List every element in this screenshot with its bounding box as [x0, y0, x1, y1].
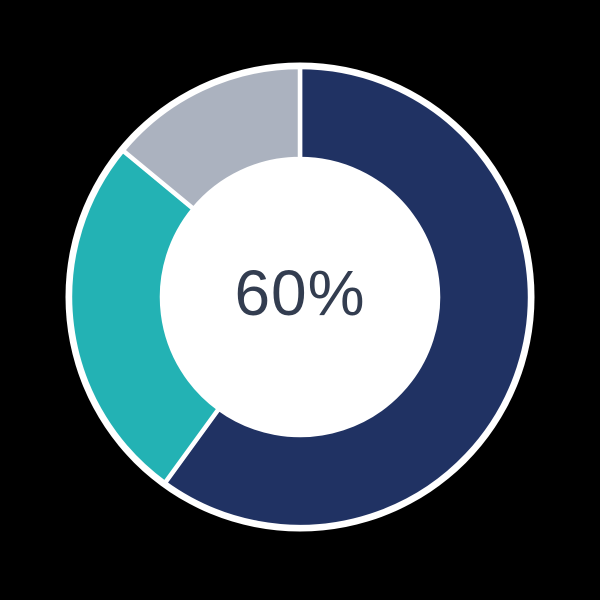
- donut-segment-gray: [119, 64, 303, 213]
- donut-center-label: 60%: [234, 257, 366, 330]
- donut-hole: [162, 159, 438, 435]
